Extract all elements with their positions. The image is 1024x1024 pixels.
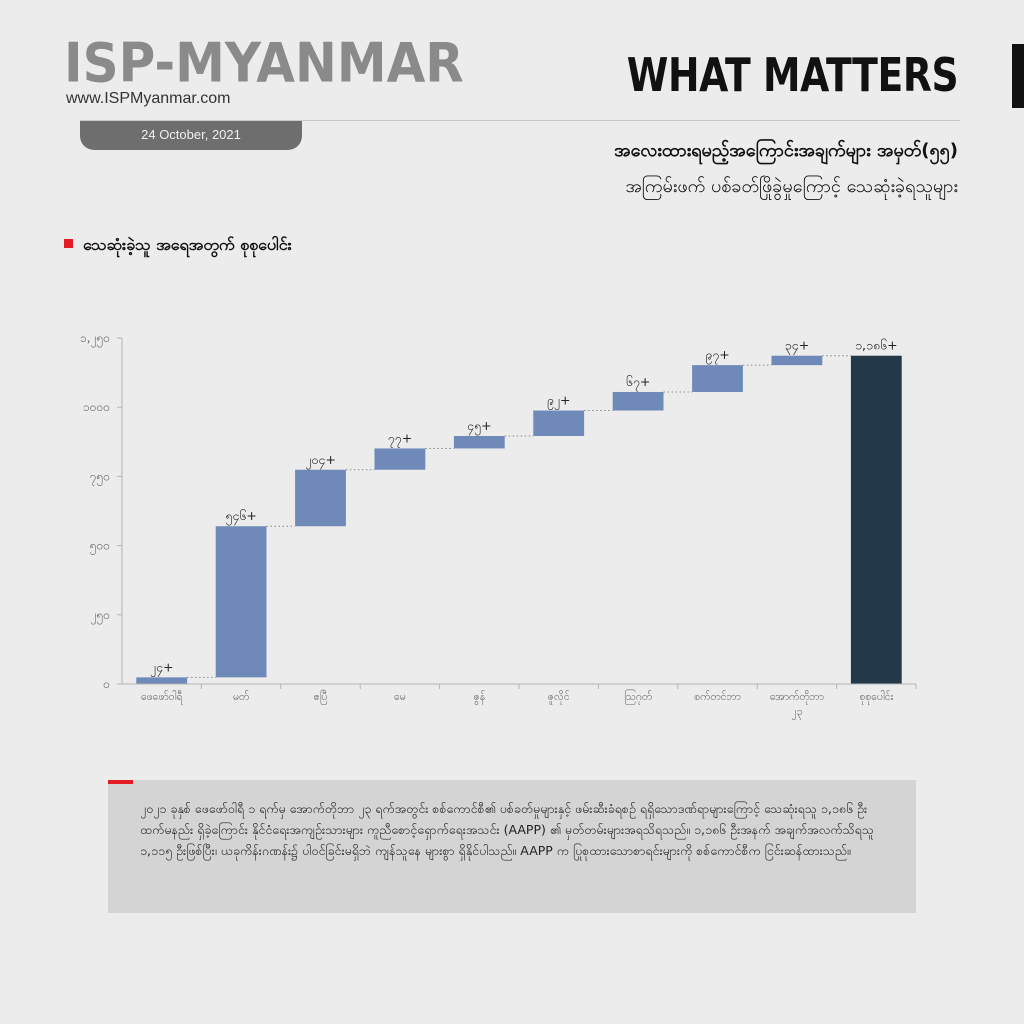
y-tick-label: ၇၅၀ [90, 469, 110, 486]
increment-bar [612, 391, 664, 411]
x-tick-label: ဇူလိုင် [548, 690, 570, 705]
series-title: WHAT MATTERS [626, 48, 959, 102]
data-label: ၉၂+ [547, 393, 571, 411]
edge-marker [1012, 44, 1024, 108]
section-title: သေဆုံးခဲ့သူ အရေအတွက် စုစုပေါင်း [64, 234, 292, 258]
data-label: ၆၇+ [626, 374, 651, 392]
increment-bar [215, 526, 267, 678]
x-tick-label: ဇွန် [473, 690, 485, 705]
increment-bar [453, 435, 505, 449]
x-tick-label: ၂၃ [791, 706, 802, 720]
heading-line-2: အကြမ်းဖက် ပစ်ခတ်ဖြိုခွဲမှုကြောင့် သေဆုံး… [625, 176, 958, 197]
increment-bar [295, 469, 346, 527]
total-bar [850, 355, 902, 684]
x-tick-label: မတ် [233, 690, 249, 703]
data-label: ၇၇+ [388, 430, 413, 448]
data-label: ၁,၁၈၆+ [855, 338, 898, 353]
data-label: ၄၅+ [467, 418, 492, 436]
data-label: ၃၄+ [785, 338, 810, 356]
chart-bars: ၂၄+ ၅၄၆+ ၂၀၄+ ၇၇+ ၄၅+ ၉၂+ ၆၇+ ၉၇+ ၃၄+ ၁,၁၈၆+ [136, 338, 902, 684]
x-tick-label: ဖေဖော်ဝါရီ [141, 690, 182, 705]
increment-bar [374, 448, 426, 470]
increment-bar [533, 410, 585, 436]
y-tick-label: ၁,၂၅၀ [80, 331, 110, 348]
x-tick-label: စက်တင်ဘာ [694, 690, 741, 703]
note-accent-bar [108, 780, 133, 784]
data-label: ၂၄+ [150, 659, 174, 677]
heading-line-1: အလေးထားရမည့်အကြောင်းအချက်များ အမှတ်(၅၅) [614, 140, 958, 161]
x-axis: ဖေဖော်ဝါရီ မတ် ဧပြီ မေ ဇွန် ဇူလိုင် ဩဂုတ် စက်တင… [122, 683, 917, 720]
increment-bar [692, 365, 743, 392]
x-tick-label: အောက်တိုဘာ [770, 690, 824, 705]
date-badge: 24 October, 2021 [80, 121, 302, 150]
x-tick-label: မေ [394, 691, 406, 703]
brand-logo: ISP-MYANMAR [64, 31, 464, 95]
brand-url[interactable]: www.ISPMyanmar.com [66, 90, 231, 107]
y-tick-label: ၀ [103, 677, 110, 691]
y-tick-label: ၂၅၀ [91, 608, 110, 625]
data-label: ၅၄၆+ [225, 508, 257, 526]
x-tick-label: ဧပြီ [314, 689, 328, 705]
increment-bar [771, 355, 823, 366]
red-square-icon [64, 239, 73, 248]
header-divider [80, 120, 960, 121]
increment-bar [136, 677, 188, 684]
x-tick-label: စုစုပေါင်း [859, 690, 893, 705]
data-label: ၉၇+ [705, 347, 730, 365]
y-tick-label: ၅၀၀ [90, 539, 110, 556]
y-tick-label: ၁၀၀၀ [83, 400, 110, 414]
section-title-text: သေဆုံးခဲ့သူ အရေအတွက် စုစုပေါင်း [83, 235, 292, 254]
y-axis: ၀ ၂၅၀ ၅၀၀ ၇၅၀ ၁၀၀၀ ၁,၂၅၀ [80, 331, 123, 691]
note-text: ၂၀၂၁ ခုနှစ် ဖေဖော်ဝါရီ ၁ ရက်မှ အောက်တိုဘ… [140, 801, 874, 858]
x-tick-label: ဩဂုတ် [624, 689, 652, 705]
note-panel [108, 780, 916, 913]
data-label: ၂၀၄+ [305, 452, 336, 470]
